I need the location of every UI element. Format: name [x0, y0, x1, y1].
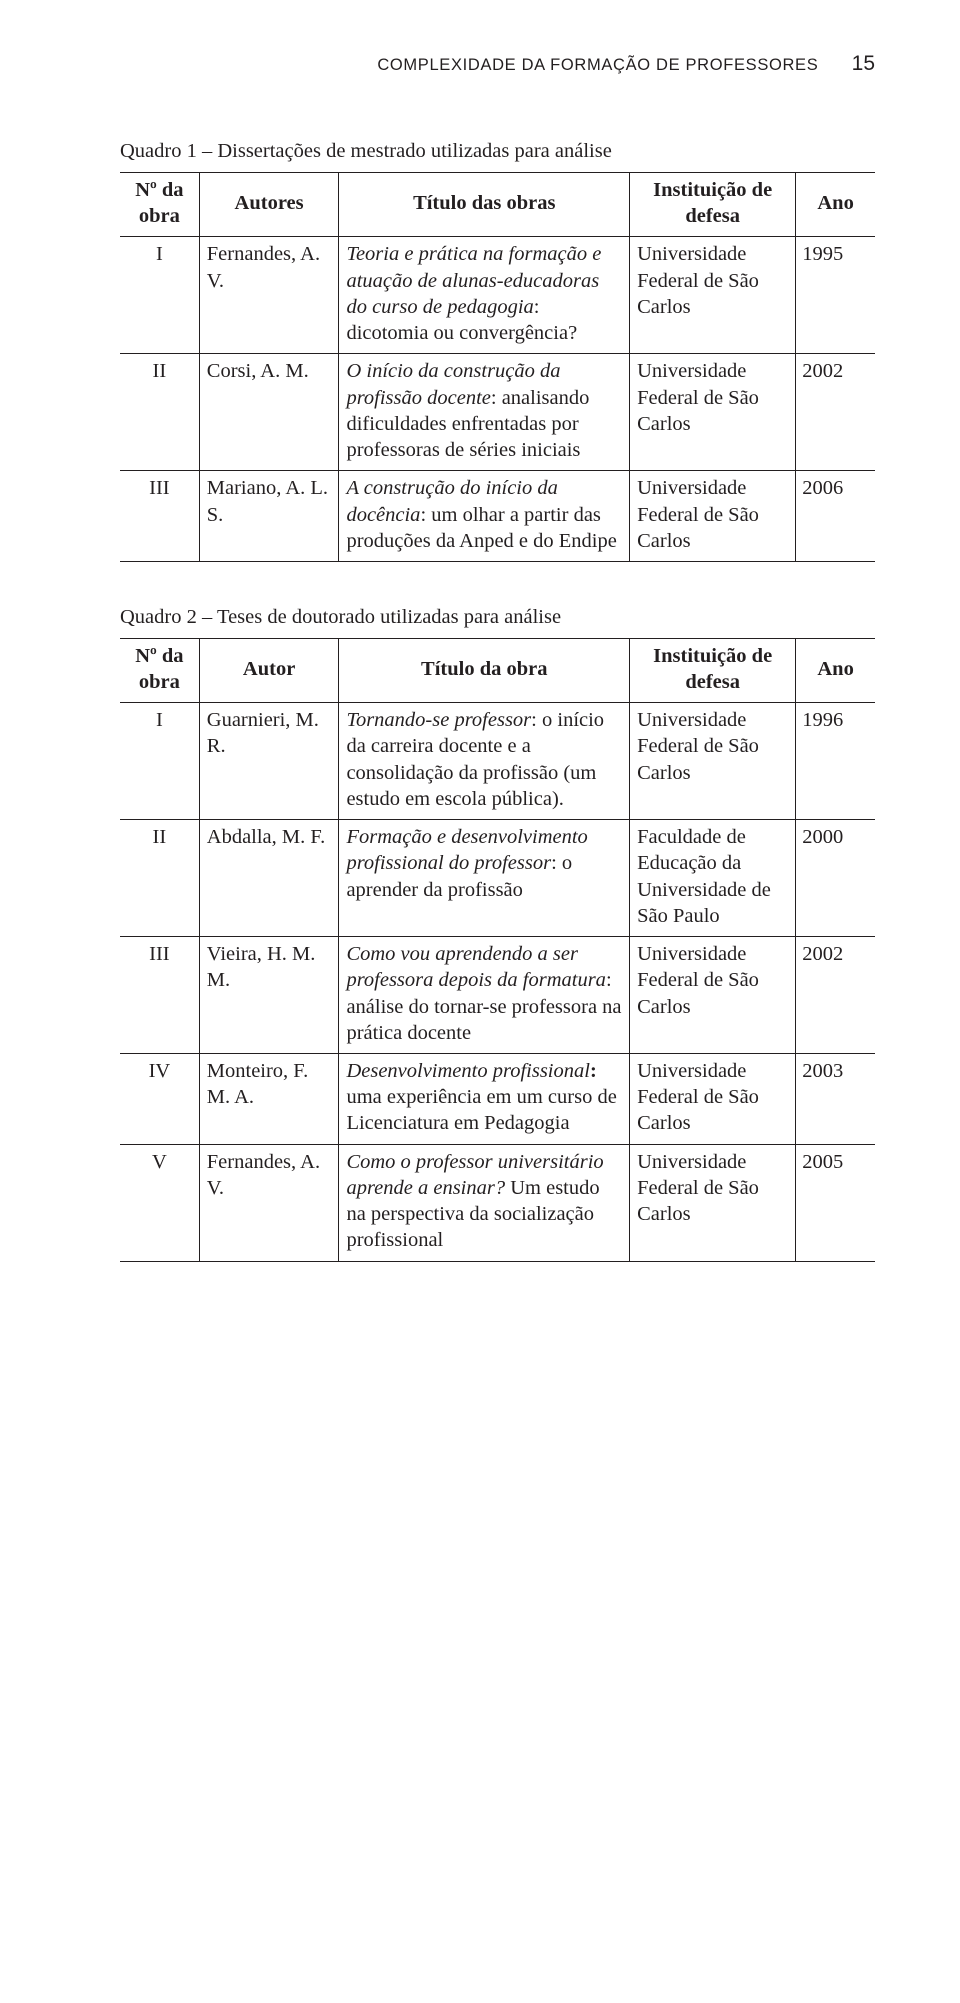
table2-cell-inst: Universidade Federal de São Carlos	[630, 703, 796, 820]
table1-head-author: Autores	[199, 173, 339, 237]
table2-cell-author: Monteiro, F. M. A.	[199, 1054, 339, 1145]
table2-caption: Quadro 2 – Teses de doutorado utilizadas…	[120, 604, 875, 632]
table-row: IVMonteiro, F. M. A.Desenvolvimento prof…	[120, 1054, 875, 1145]
title-rest: uma experiência em um curso de Licenciat…	[346, 1086, 616, 1134]
table1-head-num: Nº da obra	[120, 173, 199, 237]
table1-cell-inst: Universidade Federal de São Carlos	[630, 354, 796, 471]
table2-cell-num: IV	[120, 1054, 199, 1145]
table1-header-row: Nº da obra Autores Título das obras Inst…	[120, 173, 875, 237]
table1-cell-title: O início da construção da profissão doce…	[339, 354, 630, 471]
table2-cell-title: Formação e desenvolvimento profissional …	[339, 820, 630, 937]
table-row: IGuarnieri, M. R.Tornando-se professor: …	[120, 703, 875, 820]
title-italic: Como vou aprendendo a ser professora dep…	[346, 943, 606, 991]
table2-cell-title: Desenvolvimento profissional: uma experi…	[339, 1054, 630, 1145]
title-italic: Teoria e prática na formação e atuação d…	[346, 243, 601, 317]
table2-cell-num: III	[120, 937, 199, 1054]
table1-cell-num: III	[120, 471, 199, 562]
table-row: VFernandes, A. V.Como o professor univer…	[120, 1144, 875, 1261]
table1-cell-author: Corsi, A. M.	[199, 354, 339, 471]
table-row: IIIMariano, A. L. S.A construção do iníc…	[120, 471, 875, 562]
title-colon-bold: :	[590, 1060, 597, 1082]
table2-cell-num: V	[120, 1144, 199, 1261]
table2-head-author: Autor	[199, 638, 339, 702]
running-title: COMPLEXIDADE DA FORMAÇÃO DE PROFESSORES	[377, 56, 818, 74]
table1-cell-year: 1995	[796, 237, 875, 354]
table2-cell-author: Vieira, H. M. M.	[199, 937, 339, 1054]
table1-head-year: Ano	[796, 173, 875, 237]
title-italic: Tornando-se professor	[346, 709, 531, 731]
running-header: COMPLEXIDADE DA FORMAÇÃO DE PROFESSORES …	[120, 50, 875, 78]
table2-cell-title: Como o professor universitário aprende a…	[339, 1144, 630, 1261]
table2-cell-num: II	[120, 820, 199, 937]
table1-caption: Quadro 1 – Dissertações de mestrado util…	[120, 138, 875, 166]
table2-header-row: Nº da obra Autor Título da obra Institui…	[120, 638, 875, 702]
table1-cell-title: A construção do início da docência: um o…	[339, 471, 630, 562]
table2-cell-title: Tornando-se professor: o início da carre…	[339, 703, 630, 820]
table1-cell-author: Fernandes, A. V.	[199, 237, 339, 354]
table2: Nº da obra Autor Título da obra Institui…	[120, 638, 875, 1262]
table2-cell-year: 2000	[796, 820, 875, 937]
table2-cell-author: Fernandes, A. V.	[199, 1144, 339, 1261]
page-number: 15	[852, 50, 875, 78]
table2-head-year: Ano	[796, 638, 875, 702]
table1: Nº da obra Autores Título das obras Inst…	[120, 172, 875, 562]
table2-cell-num: I	[120, 703, 199, 820]
table2-cell-year: 1996	[796, 703, 875, 820]
table2-cell-year: 2002	[796, 937, 875, 1054]
table1-cell-year: 2006	[796, 471, 875, 562]
table2-cell-year: 2005	[796, 1144, 875, 1261]
table1-head-title: Título das obras	[339, 173, 630, 237]
table1-cell-num: I	[120, 237, 199, 354]
title-italic: Desenvolvimento profissional	[346, 1060, 590, 1082]
table1-cell-inst: Universidade Federal de São Carlos	[630, 237, 796, 354]
table1-head-inst: Instituição de defesa	[630, 173, 796, 237]
table-row: IFernandes, A. V.Teoria e prática na for…	[120, 237, 875, 354]
table2-head-inst: Instituição de defesa	[630, 638, 796, 702]
table2-cell-inst: Faculdade de Educação da Universidade de…	[630, 820, 796, 937]
table2-cell-title: Como vou aprendendo a ser professora dep…	[339, 937, 630, 1054]
table-row: IIIVieira, H. M. M.Como vou aprendendo a…	[120, 937, 875, 1054]
table2-cell-author: Abdalla, M. F.	[199, 820, 339, 937]
table2-cell-inst: Universidade Federal de São Carlos	[630, 937, 796, 1054]
table2-cell-year: 2003	[796, 1054, 875, 1145]
table2-cell-author: Guarnieri, M. R.	[199, 703, 339, 820]
table2-cell-inst: Universidade Federal de São Carlos	[630, 1054, 796, 1145]
table1-cell-title: Teoria e prática na formação e atuação d…	[339, 237, 630, 354]
table2-cell-inst: Universidade Federal de São Carlos	[630, 1144, 796, 1261]
table-row: IICorsi, A. M.O início da construção da …	[120, 354, 875, 471]
table2-head-title: Título da obra	[339, 638, 630, 702]
table1-cell-inst: Universidade Federal de São Carlos	[630, 471, 796, 562]
table1-cell-year: 2002	[796, 354, 875, 471]
table1-cell-author: Mariano, A. L. S.	[199, 471, 339, 562]
table2-head-num: Nº da obra	[120, 638, 199, 702]
table-row: IIAbdalla, M. F.Formação e desenvolvimen…	[120, 820, 875, 937]
table1-cell-num: II	[120, 354, 199, 471]
